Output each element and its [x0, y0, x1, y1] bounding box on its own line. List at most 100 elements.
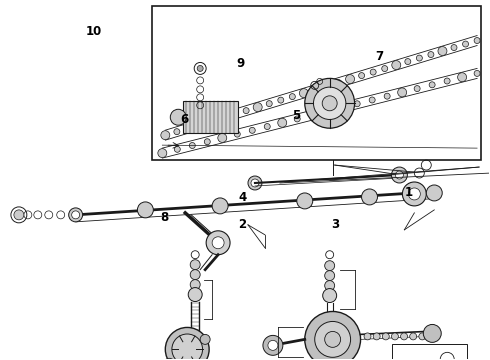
Circle shape	[161, 131, 170, 140]
Circle shape	[174, 146, 180, 152]
Circle shape	[458, 73, 466, 82]
Circle shape	[402, 182, 426, 206]
Circle shape	[69, 208, 83, 222]
Circle shape	[314, 87, 346, 120]
Text: 6: 6	[180, 113, 188, 126]
Circle shape	[444, 78, 450, 84]
Circle shape	[189, 336, 201, 347]
Circle shape	[290, 94, 295, 100]
Circle shape	[405, 59, 411, 64]
Bar	[392, 345, 467, 360]
Circle shape	[171, 109, 186, 125]
Bar	[152, 6, 481, 160]
Circle shape	[200, 334, 210, 345]
Circle shape	[163, 358, 175, 360]
Circle shape	[408, 188, 420, 200]
Circle shape	[429, 82, 435, 88]
Circle shape	[322, 96, 337, 111]
Circle shape	[325, 332, 341, 347]
Circle shape	[14, 210, 24, 220]
Circle shape	[414, 86, 420, 91]
Circle shape	[278, 97, 284, 103]
Circle shape	[382, 66, 388, 72]
Circle shape	[373, 333, 380, 340]
Circle shape	[72, 211, 80, 219]
Circle shape	[325, 280, 335, 291]
Circle shape	[438, 46, 447, 55]
Circle shape	[234, 131, 240, 137]
Circle shape	[263, 336, 283, 355]
Circle shape	[185, 125, 192, 131]
Circle shape	[474, 71, 480, 76]
Circle shape	[323, 289, 337, 302]
Circle shape	[382, 333, 389, 340]
Circle shape	[338, 103, 347, 112]
Circle shape	[426, 185, 442, 201]
Circle shape	[325, 271, 335, 280]
Circle shape	[416, 55, 422, 61]
Circle shape	[185, 332, 205, 351]
Text: 3: 3	[331, 218, 340, 231]
Circle shape	[398, 88, 407, 97]
Circle shape	[336, 80, 342, 86]
Circle shape	[212, 237, 224, 249]
Circle shape	[190, 280, 200, 289]
Circle shape	[174, 129, 180, 135]
Circle shape	[297, 193, 313, 209]
Circle shape	[419, 333, 426, 340]
Circle shape	[251, 179, 259, 187]
Circle shape	[410, 333, 416, 340]
Circle shape	[359, 73, 365, 78]
Circle shape	[423, 324, 441, 342]
Circle shape	[384, 93, 390, 99]
Text: 8: 8	[160, 211, 169, 224]
Circle shape	[218, 134, 227, 143]
Circle shape	[190, 270, 200, 280]
Text: 4: 4	[239, 192, 246, 204]
Circle shape	[212, 198, 228, 214]
Circle shape	[324, 83, 330, 89]
Circle shape	[248, 176, 262, 190]
Circle shape	[474, 37, 480, 44]
Circle shape	[158, 149, 167, 158]
Circle shape	[232, 111, 238, 117]
Circle shape	[313, 87, 318, 93]
Circle shape	[345, 75, 355, 84]
Circle shape	[253, 103, 262, 112]
Bar	[183, 101, 238, 133]
Circle shape	[369, 97, 375, 103]
Circle shape	[305, 311, 361, 360]
Text: 5: 5	[292, 109, 300, 122]
Circle shape	[309, 112, 315, 118]
Circle shape	[299, 89, 308, 98]
Circle shape	[206, 231, 230, 255]
Circle shape	[172, 334, 202, 360]
Circle shape	[137, 202, 153, 218]
Circle shape	[364, 333, 371, 340]
Circle shape	[392, 60, 401, 69]
Circle shape	[264, 123, 270, 130]
Circle shape	[207, 117, 216, 126]
Circle shape	[463, 41, 468, 47]
Circle shape	[204, 139, 210, 145]
Circle shape	[243, 108, 249, 114]
Circle shape	[294, 116, 300, 122]
Circle shape	[324, 108, 330, 114]
Text: 7: 7	[375, 50, 383, 63]
Text: 2: 2	[239, 218, 246, 231]
Text: 9: 9	[236, 57, 244, 70]
Circle shape	[249, 127, 255, 133]
Circle shape	[392, 333, 398, 340]
Circle shape	[268, 340, 278, 350]
Circle shape	[362, 189, 377, 205]
Circle shape	[315, 321, 350, 357]
Circle shape	[165, 328, 209, 360]
Circle shape	[194, 62, 206, 75]
Circle shape	[197, 122, 203, 128]
Circle shape	[278, 118, 287, 127]
Circle shape	[400, 333, 408, 340]
Circle shape	[428, 51, 434, 58]
Circle shape	[440, 352, 454, 360]
Circle shape	[197, 66, 203, 71]
Circle shape	[392, 167, 407, 183]
